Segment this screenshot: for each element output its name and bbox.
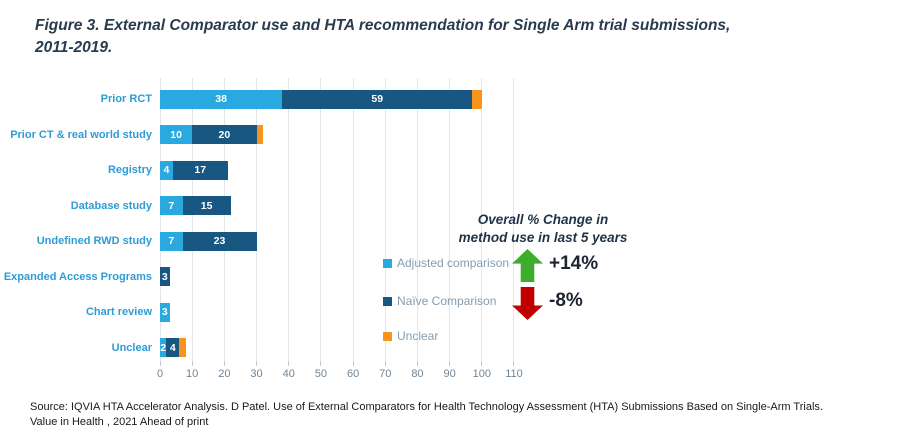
bar-segment <box>256 125 263 144</box>
x-axis-tick-label: 90 <box>443 368 456 380</box>
gridline <box>159 78 161 361</box>
bar-segment: 15 <box>182 196 231 215</box>
gridline <box>384 78 386 361</box>
category-label: Undefined RWD study <box>36 235 152 247</box>
gridline <box>223 78 225 361</box>
x-axis-tick-label: 50 <box>314 368 328 380</box>
source-note-line1: Source: IQVIA HTA Accelerator Analysis. … <box>30 401 823 413</box>
source-note-line2: Value in Health , 2021 Ahead of print <box>30 416 209 428</box>
annotation-title-line1: Overall % Change in <box>477 212 609 227</box>
category-label: Unclear <box>111 341 152 354</box>
bar-segment <box>472 89 482 109</box>
x-axis-tick-label: 70 <box>379 368 392 380</box>
category-label: Prior RCT <box>100 93 152 105</box>
bar-segment <box>179 338 186 357</box>
x-axis-tick-label: 80 <box>411 368 424 380</box>
x-axis-tick <box>288 361 290 366</box>
gridline <box>352 78 354 361</box>
x-axis-tick-label: 10 <box>186 368 199 380</box>
x-axis-tick-label: 40 <box>282 368 295 380</box>
legend-label: Unclear <box>397 329 439 343</box>
x-axis-tick <box>416 361 418 366</box>
x-axis-tick <box>481 361 483 366</box>
legend-label: Adjusted comparison <box>397 256 510 270</box>
decrease-value: -8% <box>549 290 583 311</box>
x-axis-tick-label: 110 <box>505 368 523 380</box>
x-axis-tick-label: 20 <box>218 368 231 380</box>
x-axis-tick <box>256 361 258 366</box>
annotation-title-line2: method use in last 5 years <box>458 230 628 245</box>
bar-segment: 3 <box>160 302 170 322</box>
category-label: Chart review <box>85 306 152 318</box>
x-axis-tick <box>191 361 193 366</box>
bar-segment: 7 <box>160 231 183 251</box>
legend-item-unclear: Unclear <box>383 328 438 344</box>
bar-segment: 4 <box>160 160 173 180</box>
category-label: Expanded Access Programs <box>3 270 152 283</box>
bar-segment: 3 <box>160 267 170 286</box>
gridline <box>481 78 483 361</box>
gridline <box>449 78 451 361</box>
bar-segment: 7 <box>160 196 183 215</box>
legend-item-naive-comparison: Naïve Comparison <box>383 293 496 309</box>
adjusted-comparison-swatch-icon <box>383 258 392 268</box>
source-note: Source: IQVIA HTA Accelerator Analysis. … <box>30 400 880 430</box>
legend-item-adjusted-comparison: Adjusted comparison <box>383 255 509 271</box>
x-axis-tick <box>449 361 451 366</box>
x-axis-tick <box>223 361 225 366</box>
category-label: Prior CT & real world study <box>10 128 152 141</box>
gridline <box>320 78 322 361</box>
gridline <box>191 78 193 361</box>
x-axis-tick-label: 100 <box>472 368 491 380</box>
category-label: Database study <box>70 199 152 212</box>
x-axis-tick <box>352 361 354 366</box>
category-label: Registry <box>107 164 152 176</box>
bar-segment: 59 <box>282 89 473 109</box>
bar-segment: 20 <box>192 125 257 144</box>
increase-value: +14% <box>549 253 599 274</box>
legend-label: Naïve Comparison <box>397 294 497 308</box>
x-axis-tick <box>384 361 386 366</box>
x-axis-tick-label: 0 <box>156 368 164 380</box>
bar-segment: 4 <box>166 338 180 357</box>
gridline <box>288 78 290 361</box>
gridline <box>256 78 258 361</box>
figure-title: Figure 3. External Comparator use and HT… <box>35 15 780 59</box>
annotation-title: Overall % Change in method use in last 5… <box>448 211 638 247</box>
bar-segment: 38 <box>160 89 283 109</box>
gridline <box>416 78 418 361</box>
bar-segment: 17 <box>172 160 228 180</box>
figure-title-line2: 2011-2019. <box>35 39 113 56</box>
bar-segment: 2 <box>160 338 167 357</box>
figure-title-line1: Figure 3. External Comparator use and HT… <box>35 17 731 34</box>
decrease-arrow-icon <box>512 287 543 320</box>
bar-segment: 23 <box>182 231 257 251</box>
unclear-swatch-icon <box>383 331 392 341</box>
gridline <box>513 78 515 361</box>
x-axis-tick-label: 30 <box>250 368 263 380</box>
bar-segment: 10 <box>160 125 193 144</box>
x-axis-tick <box>320 361 322 366</box>
x-axis-tick-label: 60 <box>346 368 360 380</box>
increase-arrow-icon <box>512 249 543 282</box>
naive-comparison-swatch-icon <box>383 296 392 306</box>
x-axis-tick <box>159 361 161 366</box>
x-axis-tick <box>513 361 515 366</box>
